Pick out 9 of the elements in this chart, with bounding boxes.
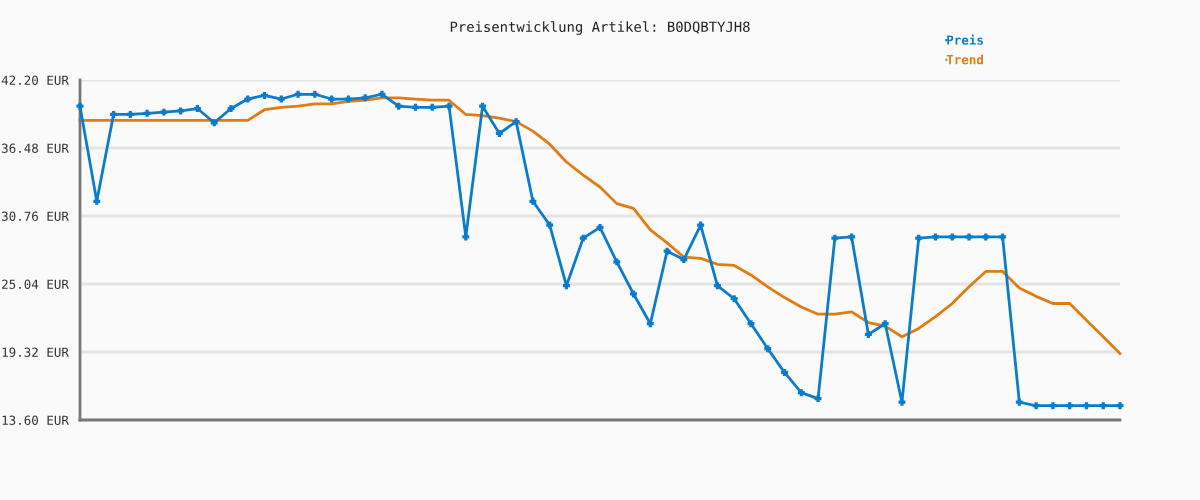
y-tick-label: 19.32 EUR — [2, 347, 69, 357]
chart-title: Preisentwicklung Artikel: B0DQBTYJH8 — [450, 21, 750, 35]
legend-label: Preis — [947, 34, 983, 45]
y-tick-label: 42.20 EUR — [1, 75, 69, 85]
y-tick-label: 36.48 EUR — [2, 143, 69, 153]
y-tick-label: 30.76 EUR — [2, 211, 69, 221]
legend-label: Trend — [946, 54, 983, 65]
y-tick-label: 13.60 EUR — [2, 415, 69, 425]
y-tick-label: 25.04 EUR — [2, 279, 69, 289]
